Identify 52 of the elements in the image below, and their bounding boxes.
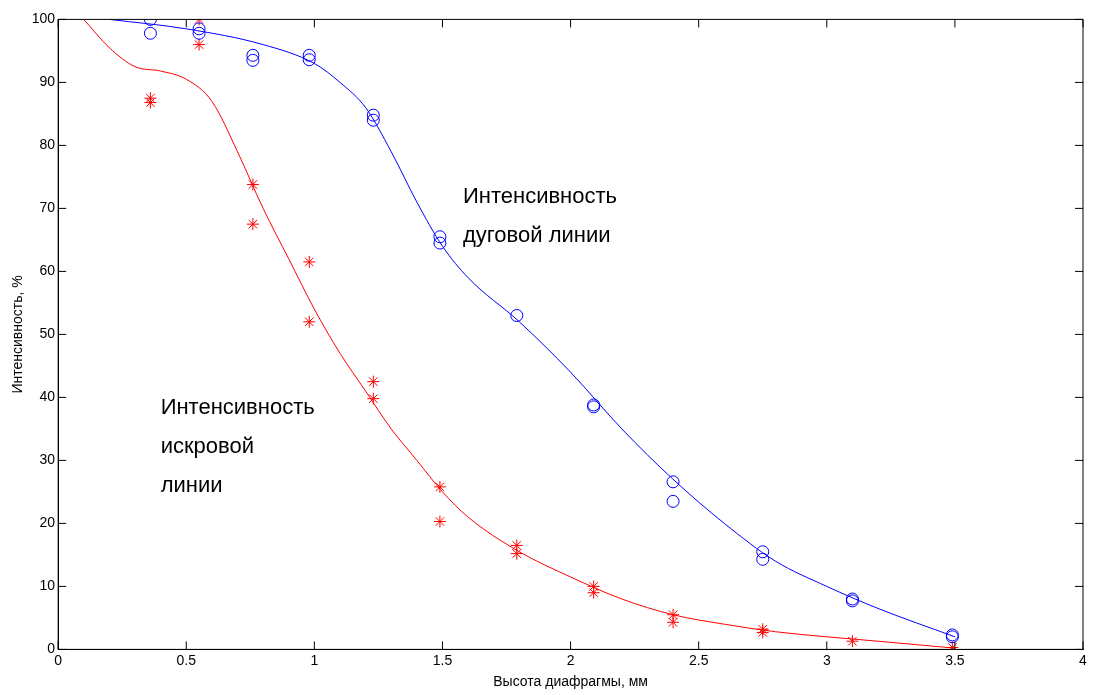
y-tick-label: 10: [39, 577, 56, 594]
point: [366, 392, 380, 406]
point: [143, 26, 157, 40]
y-tick-label: 50: [39, 325, 56, 342]
y-tick-label: 20: [39, 514, 56, 531]
y-tick-label: 80: [39, 136, 56, 153]
point: [433, 236, 447, 250]
point: [366, 108, 380, 122]
point: [433, 515, 447, 529]
x-tick-label: 2: [566, 651, 575, 668]
point: [510, 538, 524, 552]
point: [302, 53, 316, 67]
y-tick-label: 30: [39, 451, 56, 468]
point: [510, 309, 524, 322]
y-tick-label: 100: [31, 10, 56, 27]
point: [366, 113, 380, 127]
x-tick-label: 3: [822, 651, 831, 668]
x-tick-label: 0.5: [176, 651, 197, 668]
point: [246, 177, 260, 191]
point: [192, 26, 206, 40]
x-tick-label: 1: [310, 651, 319, 668]
x-tick-label: 2.5: [688, 651, 709, 668]
point: [666, 615, 680, 629]
x-tick-label: 3.5: [945, 651, 965, 668]
point: [756, 552, 770, 566]
point: [433, 480, 447, 494]
point: [845, 634, 859, 648]
y-tick-label: 40: [39, 388, 56, 405]
point: [666, 494, 680, 508]
point: [246, 53, 260, 67]
y-tick-label: 90: [39, 73, 56, 90]
point: [302, 255, 316, 269]
y-axis-title: Интенсивность, %: [9, 275, 26, 394]
y-tick-label: 0: [47, 640, 56, 657]
point: [246, 48, 260, 62]
point: [510, 547, 524, 561]
y-tick-label: 70: [39, 199, 56, 216]
point: [192, 38, 206, 52]
x-tick-label: 4: [1079, 651, 1088, 668]
x-tick-label: 1.5: [432, 651, 453, 668]
point: [246, 217, 260, 231]
point: [302, 48, 316, 62]
point: [192, 22, 206, 36]
y-tick-label: 60: [39, 262, 56, 279]
x-axis-title: Высота диафрагмы, мм: [493, 673, 648, 690]
point: [666, 475, 680, 489]
point: [433, 230, 447, 244]
point: [756, 545, 770, 559]
point: [366, 375, 380, 389]
annotation: Интенсивность искровой линии: [160, 394, 315, 498]
point: [302, 315, 316, 329]
annotation: Интенсивность дуговой линии: [462, 183, 618, 248]
